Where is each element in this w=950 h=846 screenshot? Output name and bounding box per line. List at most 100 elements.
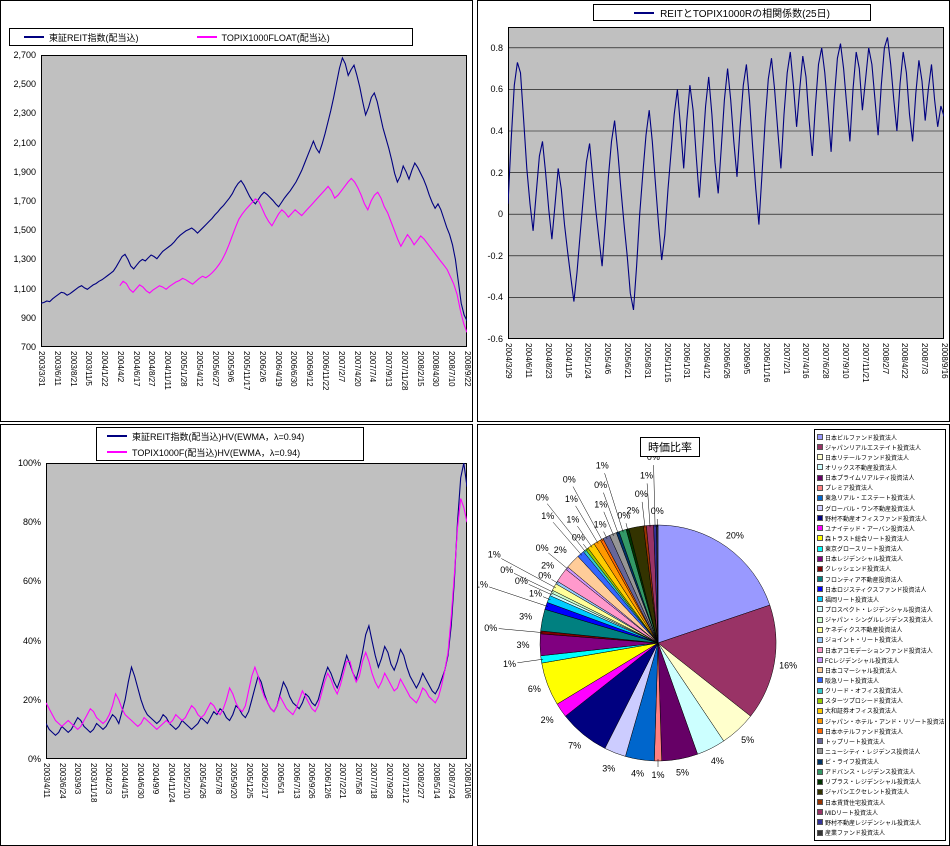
legend-item: 日本ロジスティクスファンド投資法人 bbox=[817, 584, 944, 594]
label-leader-line bbox=[646, 483, 651, 528]
pie-percent-label: 1% bbox=[488, 550, 501, 560]
legend-label: 福岡リート投資法人 bbox=[825, 597, 880, 604]
legend-item: 大和証券オフィス投資法人 bbox=[817, 706, 944, 716]
legend-swatch bbox=[817, 799, 823, 806]
legend-swatch bbox=[817, 616, 823, 623]
y-tick-label: 2,300 bbox=[13, 108, 36, 119]
legend-swatch bbox=[817, 677, 823, 684]
legend-swatch bbox=[817, 647, 823, 654]
legend-swatch bbox=[817, 819, 823, 826]
label-leader-line bbox=[604, 473, 624, 533]
pie-percent-label: 2% bbox=[541, 560, 554, 570]
legend-item: 東京グロースリート投資法人 bbox=[817, 544, 944, 554]
series-line bbox=[46, 463, 467, 737]
pie-percent-label: 0% bbox=[536, 492, 549, 502]
legend-item: ジャパン・ホテル・アンド・リゾート投資法人 bbox=[817, 716, 944, 726]
pie-slice bbox=[657, 604, 777, 717]
legend-label: クレッシェンド投資法人 bbox=[825, 567, 892, 574]
legend-item: グローバル・ワン不動産投資法人 bbox=[817, 503, 944, 513]
label-leader-line bbox=[575, 505, 599, 544]
label-leader-line bbox=[517, 658, 544, 664]
legend-label: 日本賃貸住宅投資法人 bbox=[825, 800, 886, 807]
x-tick-label: 2008/7/24 bbox=[447, 763, 457, 799]
x-tick-label: 2005/4/12 bbox=[194, 351, 204, 387]
chart-legend: 東証REIT指数(配当込)HV(EWMA，λ=0.94) TOPIX1000F(配… bbox=[96, 427, 364, 461]
legend-item: クリード・オフィス投資法人 bbox=[817, 686, 944, 696]
legend-label: TOPIX1000FLOAT(配当込) bbox=[221, 32, 330, 43]
x-tick-label: 2005/4/6 bbox=[603, 343, 613, 375]
legend-swatch bbox=[817, 434, 823, 441]
label-leader-line bbox=[641, 501, 646, 528]
y-tick-label: 1,100 bbox=[13, 283, 36, 294]
x-tick-label: 2003/11/18 bbox=[88, 763, 98, 803]
pie-percent-label: 2% bbox=[541, 715, 554, 725]
legend-swatch bbox=[817, 474, 823, 481]
line-chart-plot-area bbox=[46, 463, 467, 759]
y-tick-label: -0.4 bbox=[487, 292, 503, 303]
legend-label: トップリート投資法人 bbox=[825, 739, 886, 746]
pie-percent-label: 7% bbox=[568, 740, 581, 750]
legend-swatch bbox=[817, 788, 823, 795]
legend-swatch bbox=[817, 525, 823, 532]
legend-label: 日本コマーシャル投資法人 bbox=[825, 668, 897, 675]
x-tick-label: 2008/7/3 bbox=[920, 343, 930, 375]
x-tick-label: 2008/10/6 bbox=[463, 763, 472, 799]
legend-label: ジャパン・シングルレジデンス投資法人 bbox=[825, 618, 933, 625]
legend-item: トップリート投資法人 bbox=[817, 736, 944, 746]
legend-label: グローバル・ワン不動産投資法人 bbox=[825, 506, 915, 513]
x-tick-label: 2008/7/10 bbox=[447, 351, 457, 387]
legend-swatch bbox=[817, 778, 823, 785]
label-leader-line bbox=[501, 558, 557, 589]
x-tick-label: 2003/11/5 bbox=[84, 351, 94, 386]
legend-label: オリックス不動産投資法人 bbox=[825, 465, 897, 472]
legend-line-sample bbox=[196, 36, 217, 38]
pie-percent-label: 0% bbox=[647, 452, 660, 462]
x-tick-label: 2007/9/13 bbox=[384, 351, 394, 387]
legend-label: ジャパンエクセレント投資法人 bbox=[825, 790, 910, 797]
x-tick-label: 2004/9/9 bbox=[151, 763, 161, 795]
x-tick-label: 2004/3/29 bbox=[504, 343, 513, 379]
legend-swatch bbox=[817, 586, 823, 593]
x-tick-label: 2007/9/10 bbox=[840, 343, 850, 379]
x-tick-label: 2006/12/6 bbox=[322, 763, 332, 799]
legend-label: 阪急リート投資法人 bbox=[825, 678, 880, 685]
y-tick-label: 20% bbox=[22, 694, 41, 705]
legend-swatch bbox=[817, 494, 823, 501]
pie-percent-label: 6% bbox=[528, 684, 541, 694]
y-tick-label: 1,500 bbox=[13, 225, 36, 236]
line-chart-plot-area bbox=[41, 55, 467, 347]
legend-label: フロンティア不動産投資法人 bbox=[825, 577, 903, 584]
x-tick-label: 2006/9/12 bbox=[305, 351, 315, 387]
legend-swatch bbox=[817, 545, 823, 552]
x-tick-label: 2007/5/8 bbox=[353, 763, 363, 795]
y-tick-label: 40% bbox=[22, 635, 41, 646]
legend-label: 東京グロースリート投資法人 bbox=[825, 547, 903, 554]
x-tick-label: 2005/1/28 bbox=[179, 351, 188, 387]
legend-label: ニューシティ・レジデンス投資法人 bbox=[825, 749, 921, 756]
legend-item: TOPIX1000FLOAT(配当込) bbox=[196, 31, 330, 44]
legend-label: 森トラスト総合リート投資法人 bbox=[825, 536, 909, 543]
x-tick-label: 2006/7/13 bbox=[291, 763, 301, 799]
legend-item: 東証REIT指数(配当込)HV(EWMA，λ=0.94) bbox=[107, 430, 304, 443]
pie-percent-label: 16% bbox=[779, 661, 797, 671]
pie-percent-label: 5% bbox=[676, 768, 689, 778]
legend-swatch bbox=[817, 738, 823, 745]
legend-line-sample bbox=[107, 435, 127, 437]
label-leader-line bbox=[528, 584, 553, 596]
legend-label: 野村不動産オフィスファンド投資法人 bbox=[825, 516, 927, 523]
y-tick-label: 0.8 bbox=[490, 42, 503, 53]
legend-item: 日本ビルファンド投資法人 bbox=[817, 432, 944, 442]
legend-swatch bbox=[817, 718, 823, 724]
x-tick-label: 2006/11/16 bbox=[761, 343, 771, 383]
legend-label: MIDリート投資法人 bbox=[825, 810, 878, 817]
x-tick-label: 2004/11/11 bbox=[163, 351, 173, 390]
legend-swatch bbox=[817, 687, 823, 694]
pie-percent-label: 1% bbox=[640, 470, 653, 480]
panel-market-cap-pie: 20%16%5%4%5%1%4%3%7%2%6%1%3%0%3%1%1%0%0%… bbox=[477, 424, 950, 846]
legend-swatch bbox=[817, 464, 823, 471]
pie-percent-label: 0% bbox=[594, 480, 607, 490]
legend-label: 日本ビルファンド投資法人 bbox=[825, 435, 898, 442]
legend-swatch bbox=[817, 667, 823, 674]
legend-line-sample bbox=[107, 451, 127, 453]
